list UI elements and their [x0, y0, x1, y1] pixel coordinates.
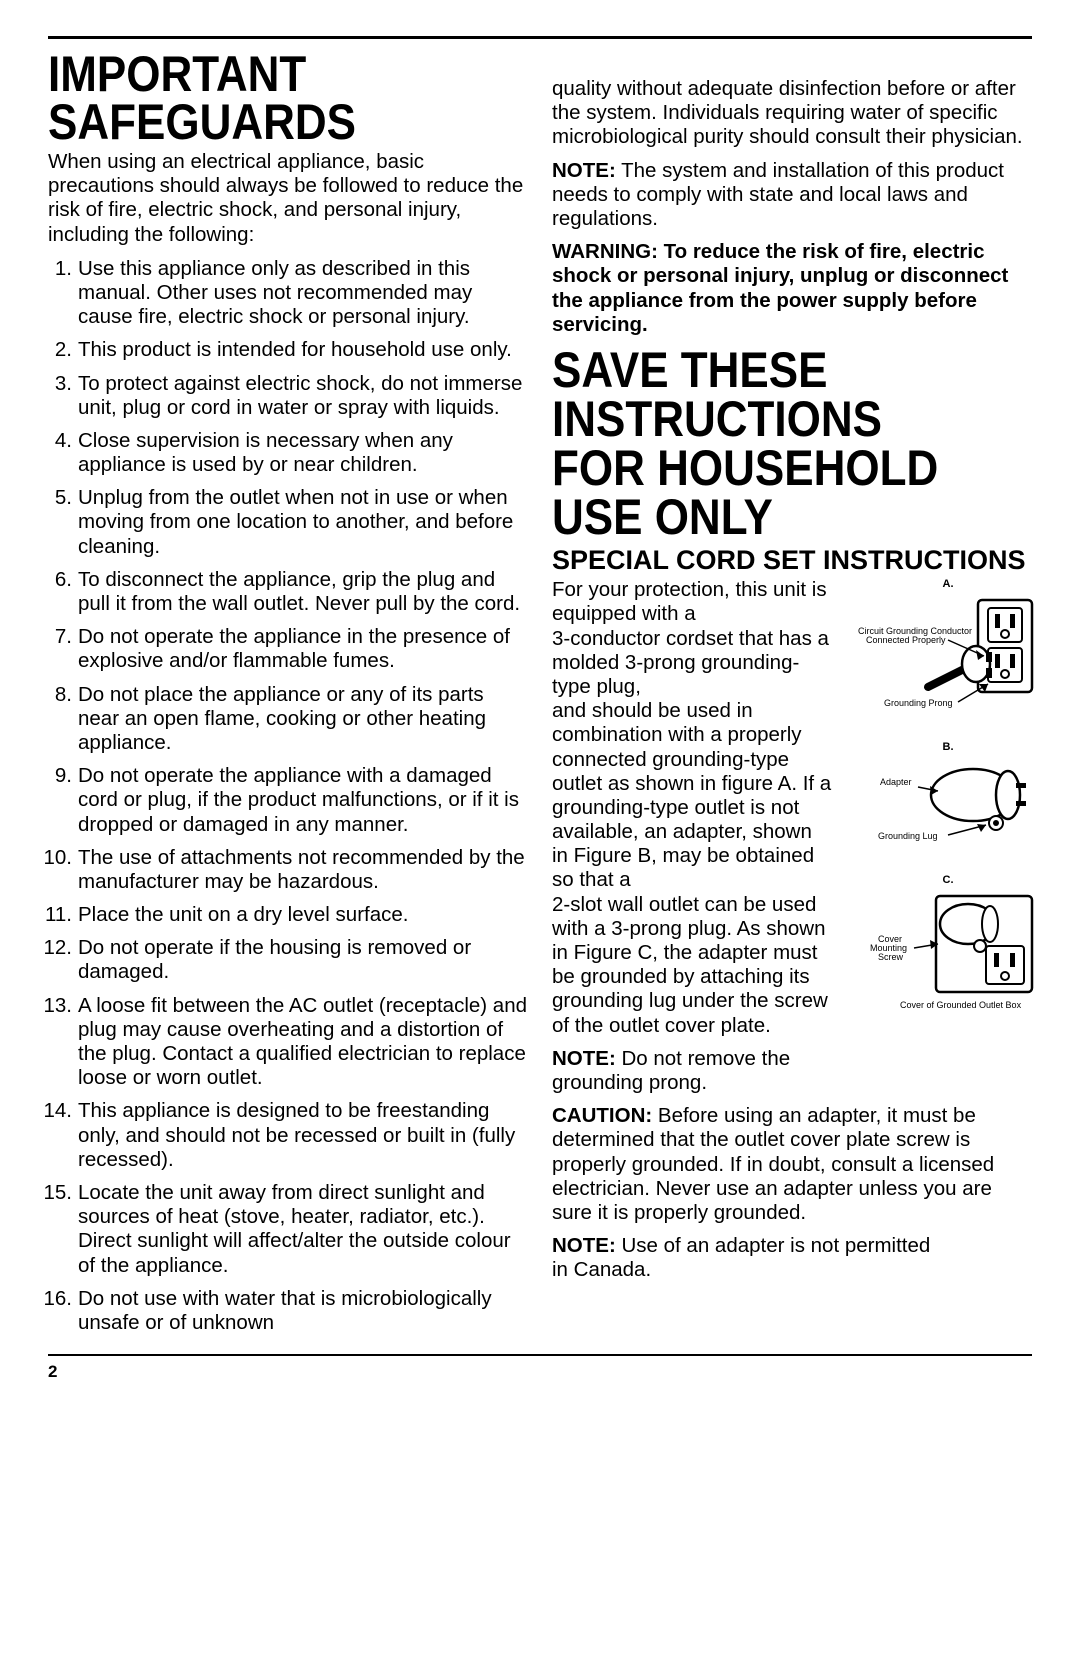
safeguards-intro: When using an electrical appliance, basi… [48, 150, 528, 247]
grounded-outlet-icon: Cover Mounting Screw Cover of Grounded O… [858, 888, 1038, 1018]
cord-section: For your protection, this unit is equipp… [552, 578, 1032, 1095]
list-item: This product is intended for household u… [78, 338, 528, 362]
list-item: To disconnect the appliance, grip the pl… [78, 568, 528, 616]
note-label: NOTE: [552, 1047, 616, 1070]
list-item: A loose fit between the AC outlet (recep… [78, 994, 528, 1091]
fig-caption: Screw [878, 952, 904, 962]
list-item: Close supervision is necessary when any … [78, 429, 528, 477]
title-important-safeguards: IMPORTANT SAFEGUARDS [48, 51, 470, 146]
fig-caption: Cover of Grounded Outlet Box [900, 1000, 1022, 1010]
note-label: NOTE: [552, 1234, 616, 1257]
figure-label: B. [858, 741, 1038, 753]
figure-label: A. [858, 578, 1038, 590]
list-item: To protect against electric shock, do no… [78, 372, 528, 420]
list-item: Use this appliance only as described in … [78, 257, 528, 330]
warning-text: WARNING: To reduce the risk of fire, ele… [552, 240, 1032, 337]
page-number: 2 [48, 1362, 1032, 1382]
right-column: quality without adequate disinfection be… [552, 51, 1032, 1344]
fig-caption: Connected Properly [866, 635, 946, 645]
adapter-icon: Adapter Grounding Lug [858, 755, 1038, 855]
figures-container: A. [858, 578, 1038, 1023]
figure-a: A. [858, 578, 1038, 727]
list-item: Do not operate the appliance in the pres… [78, 625, 528, 673]
top-rule [48, 36, 1032, 39]
content-columns: IMPORTANT SAFEGUARDS When using an elect… [48, 51, 1032, 1344]
list-item: Place the unit on a dry level surface. [78, 903, 528, 927]
left-column: IMPORTANT SAFEGUARDS When using an elect… [48, 51, 528, 1344]
safeguards-list: Use this appliance only as described in … [48, 257, 528, 1335]
title-save-instructions: SAVE THESE INSTRUCTIONS FOR HOUSEHOLD US… [552, 346, 974, 542]
note-text: The system and installation of this prod… [552, 159, 1004, 230]
fig-caption: Grounding Prong [884, 698, 953, 708]
list-item: This appliance is designed to be freesta… [78, 1099, 528, 1172]
figure-label: C. [858, 874, 1038, 886]
list-item: Locate the unit away from direct sunligh… [78, 1181, 528, 1278]
list-item: Do not place the appliance or any of its… [78, 683, 528, 756]
note-prong: NOTE: Do not remove the grounding prong. [552, 1047, 832, 1095]
title-cord-set: SPECIAL CORD SET INSTRUCTIONS [552, 546, 1032, 574]
list-item: The use of attachments not recommended b… [78, 846, 528, 894]
outlet-plug-icon: Circuit Grounding Conductor Connected Pr… [858, 592, 1038, 722]
figure-c: C. Cover Mounting Screw [858, 874, 1038, 1023]
caution-label: CAUTION: [552, 1104, 652, 1127]
note-text: Use of an adapter is not permitted [616, 1234, 931, 1257]
list-item: Do not use with water that is microbiolo… [78, 1287, 528, 1335]
list-item: Do not operate if the housing is removed… [78, 936, 528, 984]
fig-caption: Grounding Lug [878, 831, 938, 841]
cord-paragraph: For your protection, this unit is equipp… [552, 578, 832, 1038]
figure-b: B. Adapter Grounding Lug [858, 741, 1038, 860]
bottom-rule [48, 1354, 1032, 1356]
caution-text: CAUTION: Before using an adapter, it mus… [552, 1104, 1032, 1225]
list-item: Unplug from the outlet when not in use o… [78, 486, 528, 559]
note-canada: NOTE: Use of an adapter is not permitted [552, 1234, 1032, 1258]
note-canada-line2: in Canada. [552, 1258, 1032, 1282]
note-compliance: NOTE: The system and installation of thi… [552, 159, 1032, 232]
list-item: Do not operate the appliance with a dama… [78, 764, 528, 837]
item16-continuation: quality without adequate disinfection be… [552, 77, 1032, 150]
note-label: NOTE: [552, 159, 616, 182]
fig-caption: Adapter [880, 777, 912, 787]
